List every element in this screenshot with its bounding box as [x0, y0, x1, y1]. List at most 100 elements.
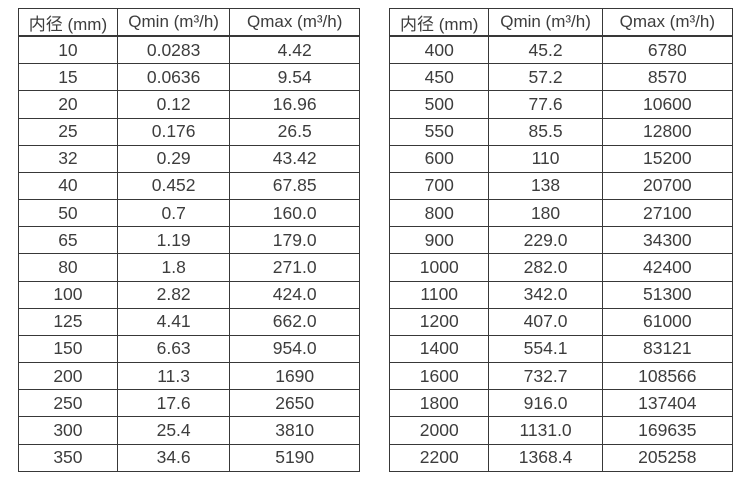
diameter-cell: 80: [18, 253, 118, 282]
table-row: 10 0.0283 4.42: [18, 35, 360, 65]
diameter-cell: 100: [18, 280, 118, 309]
table-row: 1000 282.0 42400: [388, 253, 734, 282]
diameter-cell: 1000: [388, 253, 490, 282]
diameter-cell: 32: [18, 144, 118, 173]
table-row: 450 57.2 8570: [388, 63, 734, 92]
diameter-cell: 700: [388, 171, 490, 201]
header-row: 内径 (mm) Qmin (m³/h) Qmax (m³/h): [388, 8, 734, 37]
qmin-cell: 0.0283: [116, 35, 231, 65]
qmax-cell: 61000: [601, 307, 734, 336]
diameter-cell: 150: [18, 334, 118, 364]
diameter-cell: 50: [18, 199, 118, 228]
diameter-cell: 250: [18, 389, 118, 418]
qmax-cell: 9.54: [229, 63, 360, 92]
qmax-cell: 8570: [601, 63, 734, 92]
table-row: 800 180 27100: [388, 199, 734, 228]
qmax-cell: 271.0: [229, 253, 360, 282]
qmax-cell: 179.0: [229, 226, 360, 255]
diameter-cell: 300: [18, 416, 118, 445]
qmax-column-header: Qmax (m³/h): [601, 8, 734, 37]
qmin-cell: 11.3: [116, 362, 231, 391]
diameter-cell: 1400: [388, 334, 490, 364]
qmin-column-header: Qmin (m³/h): [116, 8, 231, 37]
qmin-cell: 6.63: [116, 334, 231, 364]
qmax-cell: 67.85: [229, 171, 360, 201]
table-row: 350 34.6 5190: [18, 443, 360, 473]
qmin-cell: 1.19: [116, 226, 231, 255]
qmin-cell: 732.7: [488, 362, 603, 391]
diameter-cell: 20: [18, 90, 118, 119]
table-row: 15 0.0636 9.54: [18, 63, 360, 92]
qmin-cell: 0.0636: [116, 63, 231, 92]
qmin-cell: 916.0: [488, 389, 603, 418]
qmax-cell: 51300: [601, 280, 734, 309]
diameter-column-header: 内径 (mm): [388, 8, 490, 37]
qmax-cell: 12800: [601, 117, 734, 146]
qmin-cell: 85.5: [488, 117, 603, 146]
diameter-cell: 500: [388, 90, 490, 119]
diameter-cell: 1600: [388, 362, 490, 391]
qmin-cell: 342.0: [488, 280, 603, 309]
diameter-cell: 65: [18, 226, 118, 255]
qmin-cell: 77.6: [488, 90, 603, 119]
qmin-cell: 0.29: [116, 144, 231, 173]
qmin-cell: 282.0: [488, 253, 603, 282]
qmin-cell: 45.2: [488, 35, 603, 65]
table-row: 32 0.29 43.42: [18, 144, 360, 173]
table-row: 25 0.176 26.5: [18, 117, 360, 146]
qmin-cell: 0.7: [116, 199, 231, 228]
table-row: 65 1.19 179.0: [18, 226, 360, 255]
qmax-cell: 42400: [601, 253, 734, 282]
qmax-cell: 16.96: [229, 90, 360, 119]
qmax-cell: 20700: [601, 171, 734, 201]
diameter-cell: 1100: [388, 280, 490, 309]
flow-table-small-diameters: 内径 (mm) Qmin (m³/h) Qmax (m³/h) 10 0.0283 4.…: [18, 8, 360, 473]
diameter-cell: 1200: [388, 307, 490, 336]
table-row: 50 0.7 160.0: [18, 199, 360, 228]
qmin-cell: 2.82: [116, 280, 231, 309]
table-row: 1200 407.0 61000: [388, 307, 734, 336]
diameter-cell: 350: [18, 443, 118, 473]
qmax-cell: 662.0: [229, 307, 360, 336]
table-row: 100 2.82 424.0: [18, 280, 360, 309]
qmax-cell: 34300: [601, 226, 734, 255]
qmax-cell: 1690: [229, 362, 360, 391]
qmin-cell: 554.1: [488, 334, 603, 364]
qmin-cell: 25.4: [116, 416, 231, 445]
diameter-cell: 2200: [388, 443, 490, 473]
qmin-cell: 4.41: [116, 307, 231, 336]
diameter-cell: 450: [388, 63, 490, 92]
qmin-cell: 407.0: [488, 307, 603, 336]
qmin-cell: 34.6: [116, 443, 231, 473]
table-row: 2000 1131.0 169635: [388, 416, 734, 445]
qmin-cell: 110: [488, 144, 603, 173]
qmin-cell: 180: [488, 199, 603, 228]
qmax-cell: 137404: [601, 389, 734, 418]
qmin-cell: 0.176: [116, 117, 231, 146]
qmin-cell: 1131.0: [488, 416, 603, 445]
qmax-cell: 205258: [601, 443, 734, 473]
qmin-cell: 1.8: [116, 253, 231, 282]
diameter-cell: 10: [18, 35, 118, 65]
table-row: 900 229.0 34300: [388, 226, 734, 255]
table-row: 2200 1368.4 205258: [388, 443, 734, 473]
table-row: 400 45.2 6780: [388, 35, 734, 65]
diameter-cell: 40: [18, 171, 118, 201]
diameter-cell: 200: [18, 362, 118, 391]
qmax-cell: 3810: [229, 416, 360, 445]
table-row: 200 11.3 1690: [18, 362, 360, 391]
qmax-cell: 10600: [601, 90, 734, 119]
table-row: 1600 732.7 108566: [388, 362, 734, 391]
qmin-cell: 1368.4: [488, 443, 603, 473]
header-row: 内径 (mm) Qmin (m³/h) Qmax (m³/h): [18, 8, 360, 37]
table-row: 40 0.452 67.85: [18, 171, 360, 201]
qmin-column-header: Qmin (m³/h): [488, 8, 603, 37]
diameter-cell: 800: [388, 199, 490, 228]
table-row: 500 77.6 10600: [388, 90, 734, 119]
table-row: 550 85.5 12800: [388, 117, 734, 146]
qmax-cell: 83121: [601, 334, 734, 364]
qmax-cell: 954.0: [229, 334, 360, 364]
qmin-cell: 229.0: [488, 226, 603, 255]
table-row: 80 1.8 271.0: [18, 253, 360, 282]
qmin-cell: 0.12: [116, 90, 231, 119]
